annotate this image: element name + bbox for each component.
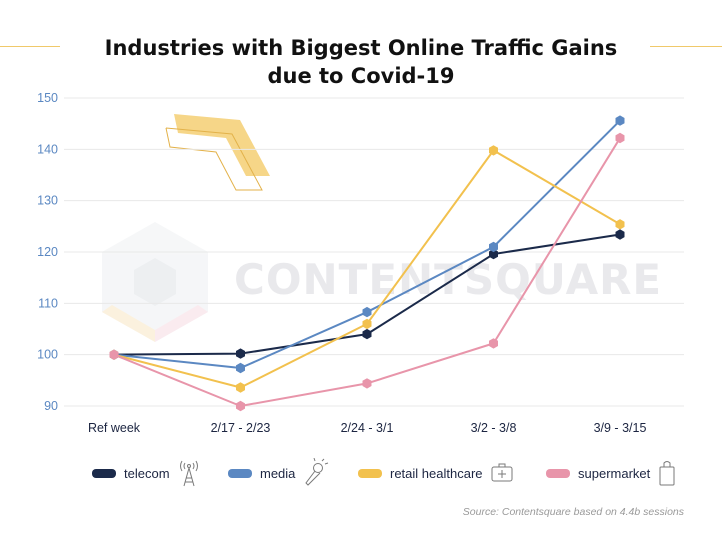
decorative-chevron-shape xyxy=(165,114,270,191)
decorative-line-left xyxy=(0,46,60,47)
watermark-text: CONTENTSQUARE xyxy=(234,255,663,304)
data-point-retail-healthcare xyxy=(236,382,245,393)
y-tick-label: 140 xyxy=(37,142,58,156)
legend-swatch-media xyxy=(228,468,252,478)
data-point-media xyxy=(489,241,498,253)
y-axis-tick-labels: 90 100 110 120 130 140 150 xyxy=(37,91,58,413)
y-tick-label: 110 xyxy=(38,296,58,310)
x-tick-label: 3/2 - 3/8 xyxy=(471,421,517,435)
legend-label-media: media xyxy=(260,465,296,481)
data-point-media xyxy=(236,362,245,374)
decorative-line-right xyxy=(650,46,722,47)
x-axis-tick-labels: Ref week 2/17 - 2/23 2/24 - 3/1 3/2 - 3/8 3/… xyxy=(88,421,647,435)
legend-item-telecom: telecom xyxy=(92,456,202,490)
y-tick-label: 100 xyxy=(37,348,58,362)
data-point-retail-healthcare xyxy=(489,145,498,156)
data-point-supermarket xyxy=(362,378,372,389)
y-tick-label: 120 xyxy=(37,245,58,259)
data-point-media xyxy=(362,306,372,318)
legend-swatch-supermarket xyxy=(546,468,570,478)
x-tick-label: 2/17 - 2/23 xyxy=(211,421,271,435)
watermark-logo xyxy=(102,222,208,342)
y-tick-label: 130 xyxy=(37,194,58,208)
legend-item-media: media xyxy=(228,456,329,490)
data-point-supermarket xyxy=(109,349,119,360)
chart-legend: telecom media retail healthcare xyxy=(0,456,722,490)
legend-item-supermarket: supermarket xyxy=(546,456,678,490)
data-point-telecom xyxy=(236,348,245,359)
y-tick-label: 150 xyxy=(37,91,58,105)
x-tick-label: 3/9 - 3/15 xyxy=(594,421,647,435)
data-point-media xyxy=(615,115,625,126)
data-point-supermarket xyxy=(615,132,625,144)
microphone-icon xyxy=(301,458,329,488)
data-point-supermarket xyxy=(236,400,245,412)
chart-title-line-1: Industries with Biggest Online Traffic G… xyxy=(104,36,618,60)
chart-title-line-2: due to Covid-19 xyxy=(267,64,455,88)
source-note: Source: Contentsquare based on 4.4b sess… xyxy=(462,506,684,518)
legend-label-telecom: telecom xyxy=(124,465,170,481)
y-tick-label: 90 xyxy=(44,399,58,413)
x-tick-label: 2/24 - 3/1 xyxy=(341,421,394,435)
data-point-retail-healthcare xyxy=(615,219,625,230)
legend-item-retail-healthcare: retail healthcare xyxy=(358,456,515,490)
legend-label-supermarket: supermarket xyxy=(578,465,651,481)
series-retail-healthcare xyxy=(109,145,625,393)
shopping-bag-icon xyxy=(656,458,678,488)
line-chart: 90 100 110 120 130 140 150 Ref week 2/17 - 2/23… xyxy=(37,91,684,435)
data-point-telecom xyxy=(362,328,372,340)
data-point-telecom xyxy=(489,248,498,260)
x-tick-label: Ref week xyxy=(88,421,141,435)
antenna-tower-icon xyxy=(176,458,202,488)
legend-label-retail-healthcare: retail healthcare xyxy=(390,465,483,481)
data-point-telecom xyxy=(615,229,625,240)
series-supermarket xyxy=(109,132,625,412)
series-lines xyxy=(109,115,625,412)
first-aid-kit-icon xyxy=(489,458,515,488)
legend-swatch-retail-healthcare xyxy=(358,468,382,478)
chart-title: Industries with Biggest Online Traffic G… xyxy=(0,34,722,90)
data-point-supermarket xyxy=(489,338,498,349)
legend-swatch-telecom xyxy=(92,468,116,478)
data-point-retail-healthcare xyxy=(362,318,372,330)
